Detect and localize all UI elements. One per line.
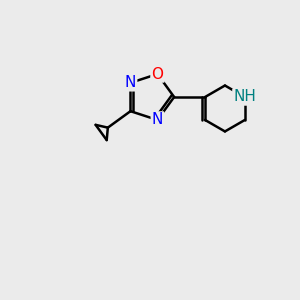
Text: NH: NH — [233, 89, 256, 104]
Text: O: O — [152, 67, 164, 82]
Text: N: N — [152, 112, 163, 128]
Text: N: N — [125, 75, 136, 90]
